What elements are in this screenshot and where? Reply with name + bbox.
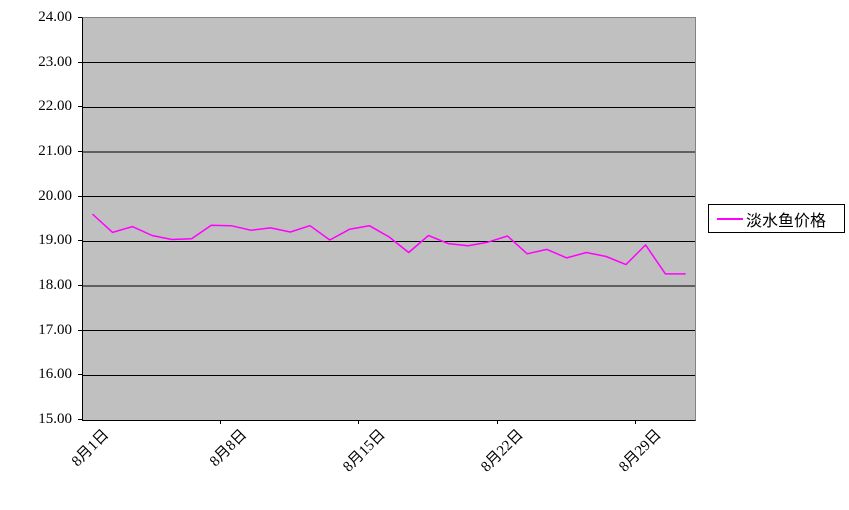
x-axis-tick (496, 420, 498, 424)
y-axis-label: 24.00 (38, 9, 72, 25)
plot-area[interactable] (82, 17, 696, 421)
y-axis-tick (78, 106, 82, 108)
y-axis-tick (78, 285, 82, 286)
y-axis-tick (78, 61, 82, 63)
y-axis-label: 17.00 (38, 321, 72, 338)
y-axis-label: 21.00 (38, 143, 72, 159)
y-axis-tick (78, 329, 82, 331)
y-axis-tick (78, 374, 82, 376)
x-axis-label: 8月29日 (616, 426, 665, 476)
y-axis-label: 20.00 (38, 187, 72, 204)
y-axis-label: 19.00 (38, 232, 72, 249)
y-axis-tick (78, 419, 82, 420)
y-axis-tick (78, 151, 82, 152)
x-axis-label: 8月1日 (68, 426, 113, 470)
x-axis-tick (634, 420, 636, 424)
x-axis-label: 8月15日 (339, 426, 389, 476)
y-axis-label: 15.00 (38, 411, 72, 427)
y-axis-tick (78, 240, 82, 242)
y-axis-label: 18.00 (38, 277, 72, 293)
y-axis-tick (78, 17, 82, 18)
legend-label: 淡水鱼价格 (746, 212, 827, 230)
legend[interactable]: 淡水鱼价格 (708, 204, 845, 233)
y-axis-label: 16.00 (38, 366, 72, 383)
x-axis-label: 8月8日 (207, 426, 251, 470)
y-axis-label: 22.00 (38, 98, 72, 115)
y-axis-tick (78, 195, 82, 197)
x-axis-tick (358, 420, 360, 424)
price-line-chart (83, 62, 695, 376)
x-axis-label: 8月22日 (478, 426, 527, 476)
x-axis-tick (220, 420, 222, 424)
legend-series-line-icon (717, 217, 743, 220)
series-line (92, 213, 686, 275)
y-axis-label: 23.00 (38, 53, 72, 70)
